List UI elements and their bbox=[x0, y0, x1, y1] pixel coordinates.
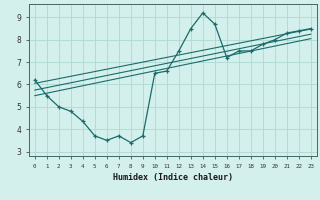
X-axis label: Humidex (Indice chaleur): Humidex (Indice chaleur) bbox=[113, 173, 233, 182]
